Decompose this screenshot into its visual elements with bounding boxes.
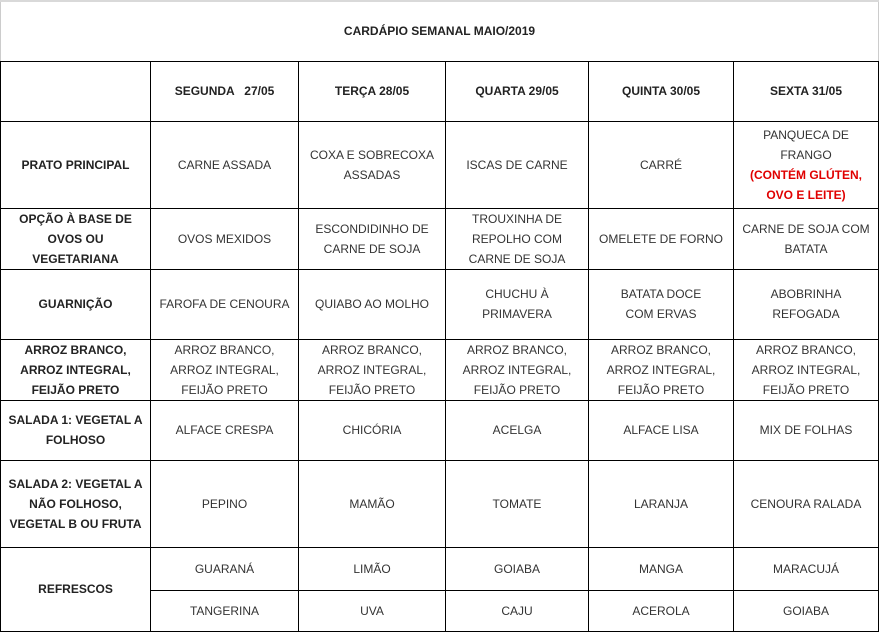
table-row: SALADA 1: VEGETAL A FOLHOSO ALFACE CRESP… <box>0 399 879 461</box>
menu-cell: ARROZ BRANCO, ARROZ INTEGRAL, FEIJÃO PRE… <box>733 338 879 401</box>
row-label: ARROZ BRANCO, ARROZ INTEGRAL, FEIJÃO PRE… <box>0 338 151 401</box>
row-label: SALADA 1: VEGETAL A FOLHOSO <box>0 399 151 461</box>
menu-cell: LIMÃO <box>298 546 446 591</box>
menu-cell: ACELGA <box>445 399 589 461</box>
day-header: SEXTA 31/05 <box>733 60 879 122</box>
day-header: QUARTA 29/05 <box>445 60 589 122</box>
menu-cell: TANGERINA <box>150 589 299 632</box>
menu-cell: OMELETE DE FORNO <box>588 207 734 270</box>
menu-cell: OVOS MEXIDOS <box>150 207 299 270</box>
menu-cell: MAMÃO <box>298 459 446 548</box>
row-label: REFRESCOS <box>0 546 151 632</box>
menu-cell: ISCAS DE CARNE <box>445 120 589 209</box>
menu-cell: MIX DE FOLHAS <box>733 399 879 461</box>
menu-cell: COXA E SOBRECOXA ASSADAS <box>298 120 446 209</box>
dish-name: PANQUECA DE FRANGO <box>763 127 849 162</box>
row-label: OPÇÃO À BASE DE OVOS OU VEGETARIANA <box>0 207 151 270</box>
table-row: SALADA 2: VEGETAL A NÃO FOLHOSO, VEGETAL… <box>0 459 879 548</box>
menu-cell: GUARANÁ <box>150 546 299 591</box>
menu-cell: CARNE ASSADA <box>150 120 299 209</box>
menu-cell: PEPINO <box>150 459 299 548</box>
row-label: PRATO PRINCIPAL <box>0 120 151 209</box>
row-label: SALADA 2: VEGETAL A NÃO FOLHOSO, VEGETAL… <box>0 459 151 548</box>
menu-cell: ACEROLA <box>588 589 734 632</box>
menu-cell: BATATA DOCE COM ERVAS <box>588 268 734 340</box>
menu-cell: FAROFA DE CENOURA <box>150 268 299 340</box>
menu-cell: QUIABO AO MOLHO <box>298 268 446 340</box>
menu-cell: LARANJA <box>588 459 734 548</box>
table-row: GUARNIÇÃO FAROFA DE CENOURA QUIABO AO MO… <box>0 268 879 340</box>
header-row: SEGUNDA 27/05 TERÇA 28/05 QUARTA 29/05 Q… <box>0 60 879 122</box>
menu-cell: GOIABA <box>733 589 879 632</box>
menu-cell: CHUCHU À PRIMAVERA <box>445 268 589 340</box>
corner-cell <box>0 60 151 122</box>
day-header: QUINTA 30/05 <box>588 60 734 122</box>
menu-cell: UVA <box>298 589 446 632</box>
menu-cell: CARRÉ <box>588 120 734 209</box>
table-row: OPÇÃO À BASE DE OVOS OU VEGETARIANA OVOS… <box>0 207 879 270</box>
menu-cell: CAJU <box>445 589 589 632</box>
menu-cell: CENOURA RALADA <box>733 459 879 548</box>
day-header: SEGUNDA 27/05 <box>150 60 299 122</box>
menu-cell: ALFACE CRESPA <box>150 399 299 461</box>
menu-cell: ARROZ BRANCO, ARROZ INTEGRAL, FEIJÃO PRE… <box>588 338 734 401</box>
menu-cell: MANGA <box>588 546 734 591</box>
menu-cell: ALFACE LISA <box>588 399 734 461</box>
day-header: TERÇA 28/05 <box>298 60 446 122</box>
table-row: REFRESCOS GUARANÁ LIMÃO GOIABA MANGA MAR… <box>0 546 879 632</box>
row-label: GUARNIÇÃO <box>0 268 151 340</box>
menu-cell: ARROZ BRANCO, ARROZ INTEGRAL, FEIJÃO PRE… <box>445 338 589 401</box>
menu-cell: ARROZ BRANCO, ARROZ INTEGRAL, FEIJÃO PRE… <box>298 338 446 401</box>
menu-cell: GOIABA <box>445 546 589 591</box>
menu-cell: TOMATE <box>445 459 589 548</box>
table-row: TANGERINA UVA CAJU ACEROLA GOIABA <box>1 589 879 632</box>
allergen-note: (CONTÉM GLÚTEN, OVO E LEITE) <box>750 167 862 202</box>
menu-cell: CHICÓRIA <box>298 399 446 461</box>
menu-cell: ABOBRINHA REFOGADA <box>733 268 879 340</box>
menu-cell: ESCONDIDINHO DE CARNE DE SOJA <box>298 207 446 270</box>
menu-title: CARDÁPIO SEMANAL MAIO/2019 <box>0 0 879 62</box>
menu-cell: CARNE DE SOJA COM BATATA <box>733 207 879 270</box>
menu-cell-with-note: PANQUECA DE FRANGO (CONTÉM GLÚTEN, OVO E … <box>733 120 879 209</box>
menu-cell: MARACUJÁ <box>733 546 879 591</box>
table-row: ARROZ BRANCO, ARROZ INTEGRAL, FEIJÃO PRE… <box>0 338 879 401</box>
menu-cell: TROUXINHA DE REPOLHO COM CARNE DE SOJA <box>445 207 589 270</box>
menu-cell: ARROZ BRANCO, ARROZ INTEGRAL, FEIJÃO PRE… <box>150 338 299 401</box>
table-row: PRATO PRINCIPAL CARNE ASSADA COXA E SOBR… <box>0 120 879 209</box>
